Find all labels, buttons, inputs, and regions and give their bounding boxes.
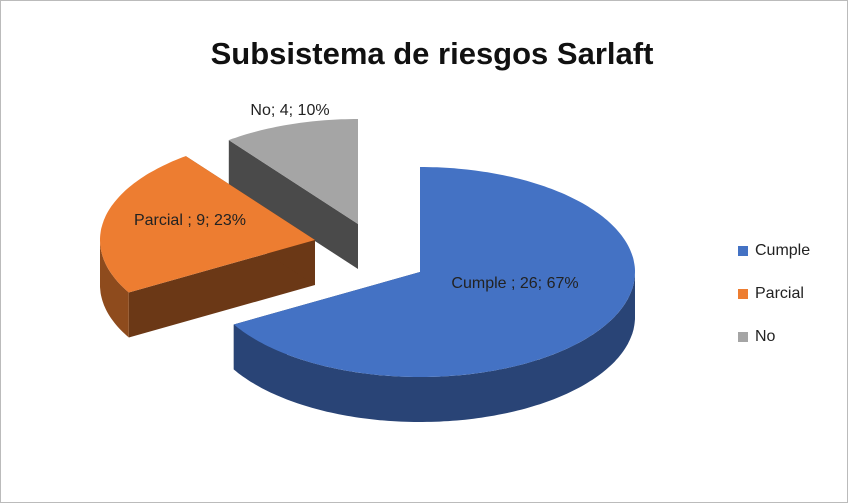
pie-slice — [233, 167, 636, 377]
data-label: Parcial ; 9; 23% — [133, 212, 247, 229]
slice-side — [228, 140, 358, 269]
slice-wall — [233, 272, 636, 422]
legend-label: Cumple — [755, 242, 810, 259]
legend-swatch — [738, 246, 748, 256]
chart-title: Subsistema de riesgos Sarlaft — [211, 36, 654, 71]
legend-swatch — [738, 289, 748, 299]
pie-slice — [100, 156, 315, 293]
pie-slice — [228, 119, 358, 224]
legend-label: No — [755, 328, 776, 345]
legend-swatch — [738, 332, 748, 342]
slice-side — [128, 240, 315, 338]
data-label: No; 4; 10% — [250, 102, 330, 119]
data-label: Cumple ; 26; 67% — [451, 275, 579, 292]
slice-wall — [100, 240, 129, 338]
legend-label: Parcial — [755, 285, 804, 302]
